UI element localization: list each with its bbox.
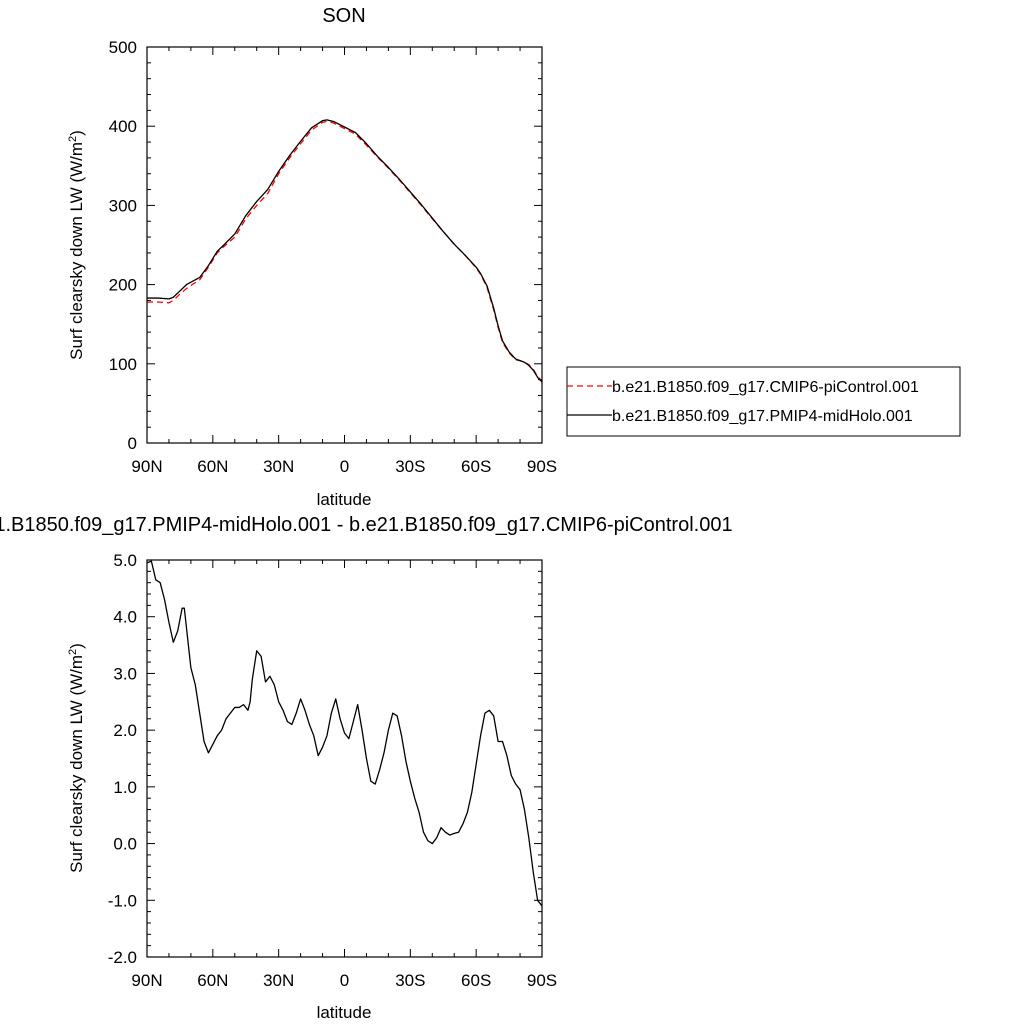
y-tick-label: 0 bbox=[128, 434, 137, 453]
y-tick-label: 0.0 bbox=[113, 835, 137, 854]
top-plot-lines bbox=[147, 119, 543, 383]
x-tick-label: 60S bbox=[461, 971, 491, 990]
top-y-axis-title: Surf clearsky down LW (W/m2) bbox=[67, 130, 86, 360]
bottom-plot-frame bbox=[146, 559, 543, 958]
x-tick-label: 60N bbox=[197, 971, 228, 990]
legend-label-picontrol: b.e21.B1850.f09_g17.CMIP6-piControl.001 bbox=[612, 379, 919, 396]
top-chart-title: SON bbox=[322, 5, 365, 27]
top-y-axis-unit-exp: 2 bbox=[67, 136, 79, 142]
y-tick-label: 4.0 bbox=[113, 608, 137, 627]
y-tick-label: 3.0 bbox=[113, 664, 137, 683]
x-tick-label: 30N bbox=[263, 971, 294, 990]
bottom-y-axis-unit-close: ) bbox=[67, 643, 86, 649]
series-line-1 bbox=[147, 119, 543, 383]
y-tick-label: -2.0 bbox=[108, 948, 137, 967]
x-tick-label: 90N bbox=[131, 457, 162, 476]
series-line-0 bbox=[147, 120, 543, 382]
x-tick-label: 90N bbox=[131, 971, 162, 990]
top-x-axis-title: latitude bbox=[317, 490, 372, 509]
y-tick-label: 500 bbox=[109, 38, 137, 57]
x-tick-label: 0 bbox=[340, 971, 349, 990]
y-tick-label: 200 bbox=[109, 276, 137, 295]
x-tick-label: 0 bbox=[340, 457, 349, 476]
bottom-y-axis-unit-open: ( bbox=[67, 690, 86, 701]
bottom-x-axis-title: latitude bbox=[317, 1003, 372, 1022]
bottom-plot-lines bbox=[146, 560, 543, 907]
top-y-axis-unit-base: W/m bbox=[67, 142, 86, 177]
top-y-axis-unit-close: ) bbox=[67, 130, 86, 136]
y-tick-label: 2.0 bbox=[113, 721, 137, 740]
bottom-plot-grid-ticks bbox=[146, 559, 543, 958]
bottom-plot-tick-labels: -2.0 -1.0 0.0 1.0 2.0 3.0 4.0 5.0 90N 60N 30N 0 30S 6… bbox=[108, 551, 557, 990]
x-tick-label: 90S bbox=[527, 971, 557, 990]
y-tick-label: 100 bbox=[109, 355, 137, 374]
x-tick-label: 60S bbox=[461, 457, 491, 476]
x-tick-label: 30N bbox=[263, 457, 294, 476]
y-tick-label: 300 bbox=[109, 196, 137, 215]
y-tick-label: 400 bbox=[109, 117, 137, 136]
top-y-axis-unit-open: ( bbox=[67, 177, 86, 188]
top-y-axis-label-text: Surf clearsky down LW bbox=[67, 187, 86, 360]
bottom-panel: b.e21.B1850.f09_g17.PMIP4-midHolo.001 - … bbox=[0, 514, 733, 1022]
x-tick-label: 90S bbox=[527, 457, 557, 476]
y-tick-label: 1.0 bbox=[113, 778, 137, 797]
top-plot-grid-ticks bbox=[146, 46, 543, 444]
legend: b.e21.B1850.f09_g17.CMIP6-piControl.001 … bbox=[566, 366, 961, 437]
bottom-chart-title: b.e21.B1850.f09_g17.PMIP4-midHolo.001 - … bbox=[0, 514, 733, 536]
legend-box bbox=[566, 366, 961, 437]
y-tick-label: 5.0 bbox=[113, 551, 137, 570]
top-plot-tick-labels: 0 100 200 300 400 500 90N 60N 30N 0 30S 60S 90S bbox=[109, 38, 558, 476]
x-tick-label: 60N bbox=[197, 457, 228, 476]
legend-label-midholo: b.e21.B1850.f09_g17.PMIP4-midHolo.001 bbox=[612, 408, 913, 425]
x-tick-label: 30S bbox=[395, 457, 425, 476]
bottom-y-axis-unit-base: W/m bbox=[67, 655, 86, 690]
series-line-0 bbox=[146, 560, 543, 907]
x-tick-label: 30S bbox=[395, 971, 425, 990]
bottom-y-axis-unit-exp: 2 bbox=[67, 649, 79, 655]
y-tick-label: -1.0 bbox=[108, 891, 137, 910]
bottom-y-axis-label-text: Surf clearsky down LW bbox=[67, 700, 86, 873]
bottom-y-axis-title: Surf clearsky down LW (W/m2) bbox=[67, 643, 86, 873]
top-plot-frame bbox=[146, 46, 543, 444]
